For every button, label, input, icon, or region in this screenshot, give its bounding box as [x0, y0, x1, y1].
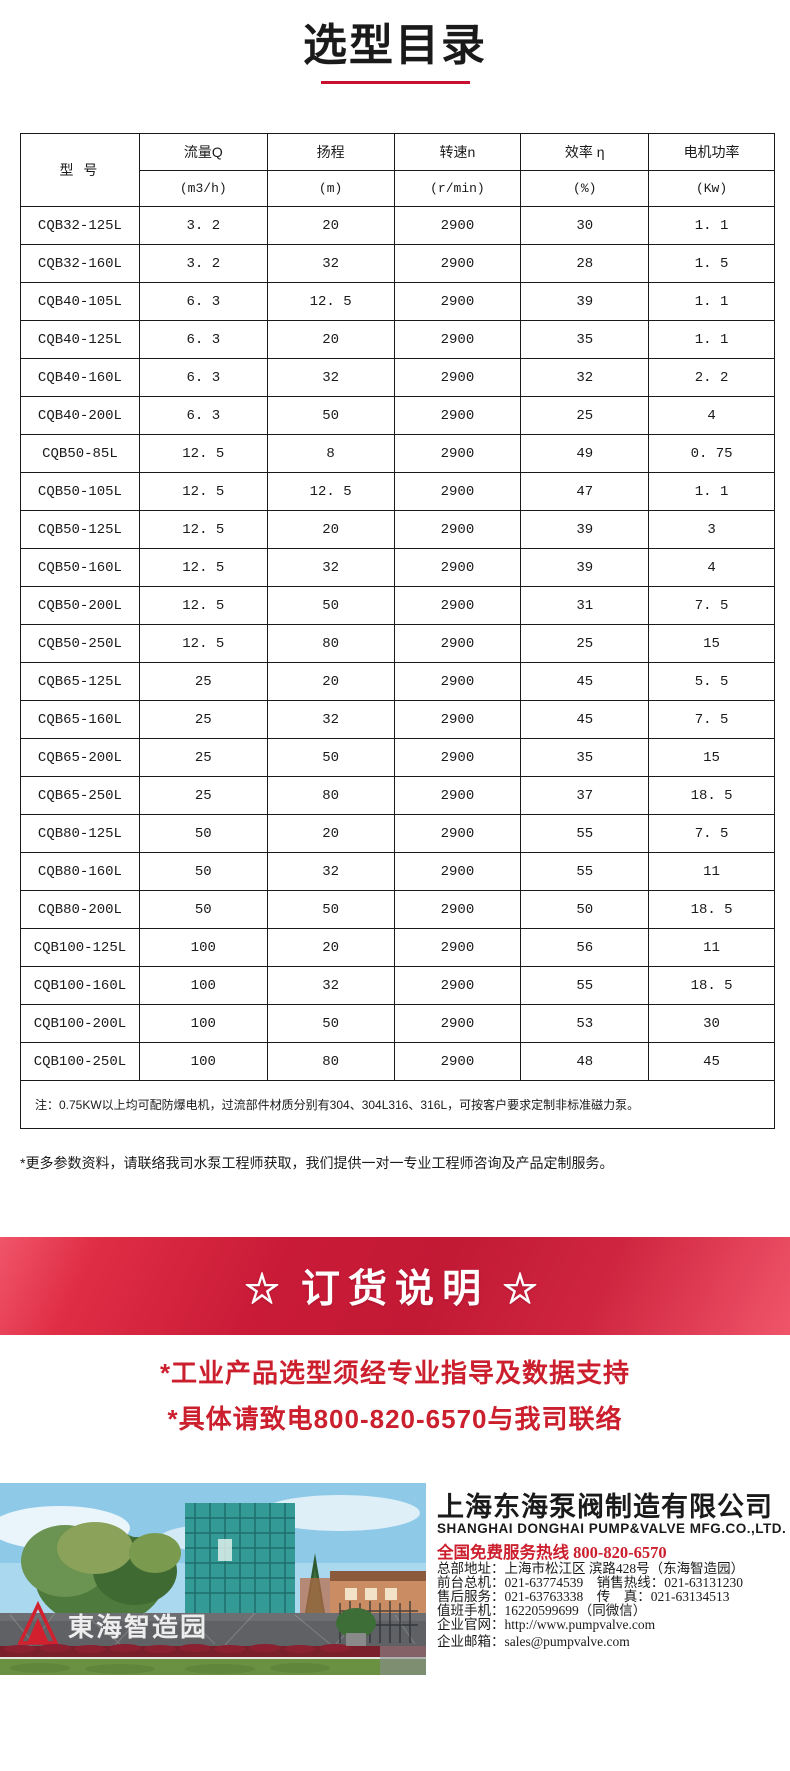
svg-text:東海智造园: 東海智造园 — [68, 1612, 208, 1642]
